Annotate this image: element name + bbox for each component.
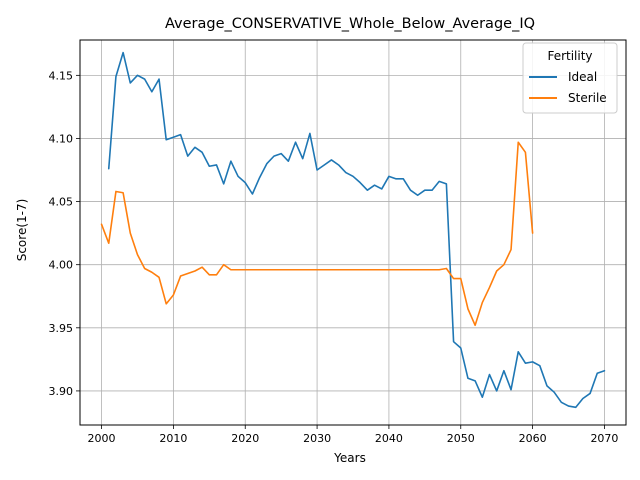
y-axis: 3.90 3.95 4.00 4.05 4.10 4.15 <box>49 69 80 398</box>
series-line-ideal <box>107 51 606 409</box>
y-tick-label: 4.05 <box>49 196 74 209</box>
y-axis-label: Score(1-7) <box>15 199 29 262</box>
series-layer <box>100 51 606 409</box>
x-tick-label: 2070 <box>590 432 618 445</box>
legend: Fertility Ideal Sterile <box>522 42 618 114</box>
y-tick-label: 4.10 <box>49 132 74 145</box>
series-line-sterile <box>100 141 534 327</box>
plot-frame <box>79 39 627 426</box>
legend-label-sterile: Sterile <box>568 91 607 105</box>
y-tick-label: 3.90 <box>49 385 74 398</box>
x-tick-label: 2000 <box>88 432 116 445</box>
x-tick-label: 2030 <box>303 432 331 445</box>
chart-title: Average_CONSERVATIVE_Whole_Below_Average… <box>165 16 535 32</box>
legend-label-ideal: Ideal <box>568 70 597 84</box>
x-tick-label: 2020 <box>231 432 259 445</box>
legend-title: Fertility <box>547 49 592 63</box>
y-tick-label: 4.15 <box>49 69 74 82</box>
y-tick-label: 3.95 <box>49 322 74 335</box>
x-tick-label: 2010 <box>159 432 187 445</box>
x-tick-label: 2050 <box>447 432 475 445</box>
x-axis: 2000 2010 2020 2030 2040 2050 2060 2070 <box>88 425 618 445</box>
legend-frame <box>522 42 618 114</box>
x-tick-label: 2040 <box>375 432 403 445</box>
x-axis-label: Years <box>333 451 366 465</box>
y-tick-label: 4.00 <box>49 259 74 272</box>
x-tick-label: 2060 <box>519 432 547 445</box>
